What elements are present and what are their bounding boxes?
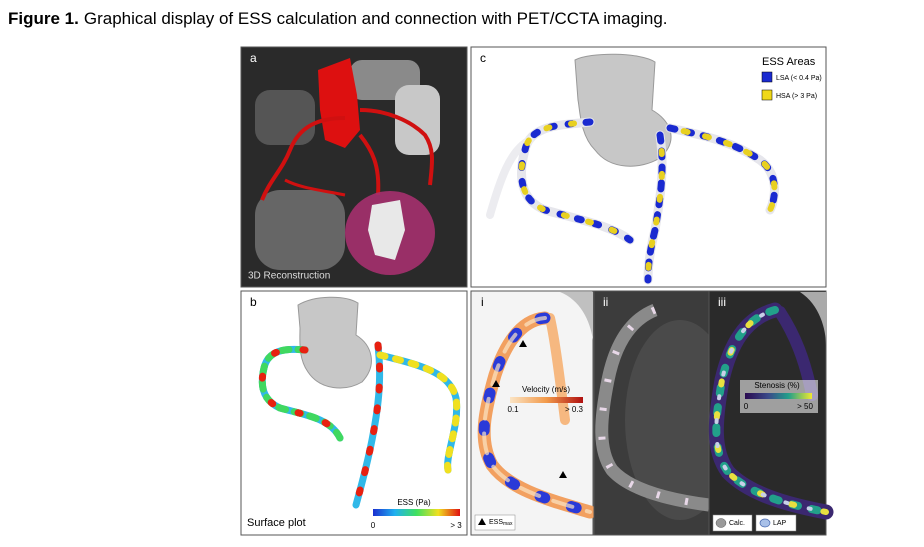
calcification (598, 306, 710, 509)
panel-b: b Surface plot ESS (Pa) 0 > 3 (240, 290, 468, 536)
vessel-velocity (482, 316, 592, 514)
panel-i: i Velocity (m/s) 0.1 > 0.3 ESSmax (470, 290, 597, 536)
colorbar-min: 0 (744, 402, 749, 411)
legend-swatch (761, 89, 773, 101)
figure-label: Figure 1. (8, 9, 79, 28)
legend-title: ESS Areas (762, 56, 816, 68)
legend-swatch (761, 71, 773, 83)
vessel-tree (477, 311, 597, 519)
vessel-ess (258, 345, 344, 442)
ct-tissue (255, 190, 345, 270)
vessel (359, 108, 434, 186)
legend-icon (715, 518, 727, 528)
colorbar (373, 509, 460, 516)
ct-tissue (368, 200, 405, 260)
panel-label: iii (718, 295, 726, 309)
colorbar-min: 0 (371, 521, 376, 530)
legend-item: LAP (773, 520, 787, 527)
legend-text: ESS (489, 519, 503, 526)
legend-marker (478, 518, 486, 525)
vessel-tree (486, 117, 779, 285)
panel-label: i (481, 295, 484, 309)
legend-item: ESSmax (489, 519, 513, 527)
panel-label: ii (603, 295, 608, 309)
figure-caption: Figure 1. Graphical display of ESS calcul… (8, 9, 668, 28)
ct-tissue (255, 90, 315, 145)
lsa-segment (666, 124, 778, 214)
vessel-ess (352, 341, 384, 509)
heart-model (800, 292, 826, 345)
legend-box (474, 514, 516, 531)
legend-item: HSA (> 3 Pa) (776, 93, 817, 100)
ct-tissue (625, 320, 735, 520)
vessel-stenosis (712, 306, 830, 516)
legend-subscript: max (503, 521, 513, 527)
colorbar-max: > 50 (797, 402, 813, 411)
vessel (284, 178, 346, 197)
colorbar-max: > 3 (450, 521, 462, 530)
panel-label: a (250, 51, 257, 65)
colorbar-title: Stenosis (%) (754, 381, 800, 390)
panel-caption: Surface plot (247, 517, 306, 529)
heart-model (560, 292, 593, 340)
vessel (358, 133, 381, 196)
heart-model (297, 296, 372, 389)
vessel (260, 116, 346, 201)
aorta (318, 58, 360, 148)
panel-caption: 3D Reconstruction (248, 271, 330, 282)
vessel-ess (376, 351, 461, 474)
colorbar (510, 397, 583, 403)
hsa-segment (645, 132, 666, 283)
colorbar-title: ESS (Pa) (397, 498, 431, 507)
panel-label: b (250, 295, 257, 309)
vessel-tree (258, 341, 461, 509)
colorbar-min: 0.1 (507, 405, 519, 414)
vessel-ess (258, 345, 344, 442)
legend-icon (759, 518, 771, 528)
hsa-segment (518, 119, 633, 243)
figure-caption-text: Graphical display of ESS calculation and… (84, 9, 668, 28)
panel-iii: iii Stenosis (%) 0 > 50 Calc. LAP (708, 290, 834, 536)
panel-label: c (480, 51, 486, 65)
colorbar-title: Velocity (m/s) (522, 385, 570, 394)
colorbar-max: > 0.3 (565, 405, 584, 414)
panel-a: a 3D Reconstruction (240, 46, 468, 288)
legend-item: Calc. (729, 520, 745, 527)
legend-item: LSA (< 0.4 Pa) (776, 75, 822, 82)
panel-ii: ii (593, 290, 735, 536)
panel-c: c ESS Areas LSA (< 0.4 Pa) HSA (> 3 Pa) (470, 46, 827, 288)
colorbar (745, 393, 812, 399)
vessel (545, 313, 570, 425)
